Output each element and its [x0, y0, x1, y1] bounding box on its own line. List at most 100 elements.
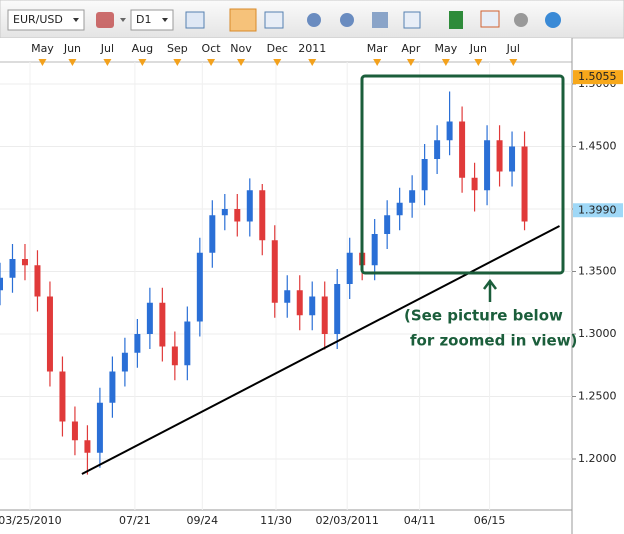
highlight-box	[360, 74, 565, 275]
candle-body	[284, 290, 291, 303]
y-tick-label: 1.3500	[578, 265, 617, 278]
candle-body	[234, 209, 241, 222]
candle-body	[9, 259, 16, 278]
candle-body	[209, 215, 216, 253]
price-marker-label: 1.5055	[578, 70, 617, 83]
annotation: for zoomed in view)	[410, 332, 577, 350]
month-label: Dec	[267, 42, 288, 55]
month-label: Jun	[63, 42, 81, 55]
candle-body	[371, 234, 378, 266]
candle-body	[321, 296, 328, 334]
tool-icon[interactable]	[340, 13, 354, 27]
month-label: Aug	[132, 42, 153, 55]
candle-body	[84, 440, 91, 453]
candle-body	[446, 121, 453, 141]
month-label: Jun	[469, 42, 487, 55]
candle-body	[96, 402, 103, 453]
candle-body	[46, 296, 53, 372]
x-tick-label: 07/21	[119, 514, 151, 527]
month-marker	[138, 59, 147, 66]
candle-body	[0, 277, 3, 291]
y-tick-label: 1.2000	[578, 452, 617, 465]
timeframe: D1	[136, 13, 151, 26]
price-marker	[573, 70, 623, 85]
tool-icon[interactable]	[514, 13, 528, 27]
tool-icon[interactable]	[185, 11, 205, 29]
candle-body	[21, 259, 28, 266]
candle-body	[71, 421, 78, 441]
candle-body	[34, 265, 41, 297]
month-label: May	[31, 42, 54, 55]
candle-body	[59, 371, 66, 422]
x-tick-label: 02/03/2011	[315, 514, 378, 527]
candle-body	[396, 202, 403, 216]
month-label: Mar	[367, 42, 388, 55]
tool-icon[interactable]	[96, 12, 114, 28]
month-marker	[406, 59, 415, 66]
tool-icon[interactable]	[449, 11, 463, 29]
month-marker	[38, 59, 47, 66]
candle-body	[509, 146, 516, 172]
month-marker	[237, 59, 246, 66]
candle-body	[171, 346, 178, 366]
month-label: Jul	[100, 42, 114, 55]
month-marker	[373, 59, 382, 66]
symbol: EUR/USD	[13, 13, 63, 26]
y-tick-label: 1.3000	[578, 327, 617, 340]
candle-body	[346, 252, 353, 284]
dropdown-arrow	[162, 18, 168, 22]
tool-icon[interactable]	[480, 10, 500, 28]
price-marker-label: 1.3990	[578, 203, 617, 216]
month-marker	[308, 59, 317, 66]
tool-icon[interactable]	[372, 12, 388, 28]
tool-icon[interactable]	[307, 13, 321, 27]
month-marker	[273, 59, 282, 66]
trendline	[81, 225, 560, 475]
tool-icon[interactable]	[403, 11, 421, 29]
candle-body	[259, 190, 266, 241]
candle-body	[421, 159, 428, 191]
candle-body	[246, 190, 253, 222]
x-tick-label: 09/24	[186, 514, 218, 527]
x-tick-label: 06/15	[474, 514, 506, 527]
candle-body	[434, 140, 441, 159]
candle-body	[134, 334, 141, 353]
candle-body	[196, 252, 203, 322]
month-label: May	[434, 42, 457, 55]
month-label: Nov	[230, 42, 252, 55]
annotation-arrow	[483, 278, 497, 302]
candle-body	[271, 240, 278, 303]
dropdown-arrow	[120, 18, 126, 22]
candle-body	[309, 296, 316, 316]
candle-body	[121, 352, 128, 372]
candle-body	[521, 146, 528, 222]
month-marker	[509, 59, 518, 66]
symbol-select[interactable]	[7, 9, 85, 31]
candle-body	[109, 371, 116, 403]
month-label: Jul	[506, 42, 520, 55]
candle-body	[221, 209, 228, 216]
month-marker	[441, 59, 450, 66]
candle-body	[471, 177, 478, 191]
month-label: 2011	[298, 42, 326, 55]
month-marker	[68, 59, 77, 66]
x-tick-label: 03/25/2010	[0, 514, 62, 527]
dropdown-arrow	[73, 18, 79, 22]
candle-body	[484, 140, 491, 191]
x-tick-label: 04/11	[404, 514, 436, 527]
month-label: Sep	[167, 42, 188, 55]
y-tick-label: 1.2500	[578, 390, 617, 403]
month-label: Apr	[401, 42, 421, 55]
candle-body	[409, 190, 416, 203]
month-marker	[173, 59, 182, 66]
tool-icon[interactable]	[545, 12, 561, 28]
month-axis	[0, 38, 572, 62]
month-marker	[474, 59, 483, 66]
timeframe-select[interactable]	[130, 9, 174, 31]
tool-icon-active[interactable]	[229, 8, 257, 32]
tool-icon[interactable]	[264, 11, 284, 29]
candle-body	[159, 302, 166, 347]
y-tick-label: 1.4500	[578, 140, 617, 153]
month-marker	[103, 59, 112, 66]
